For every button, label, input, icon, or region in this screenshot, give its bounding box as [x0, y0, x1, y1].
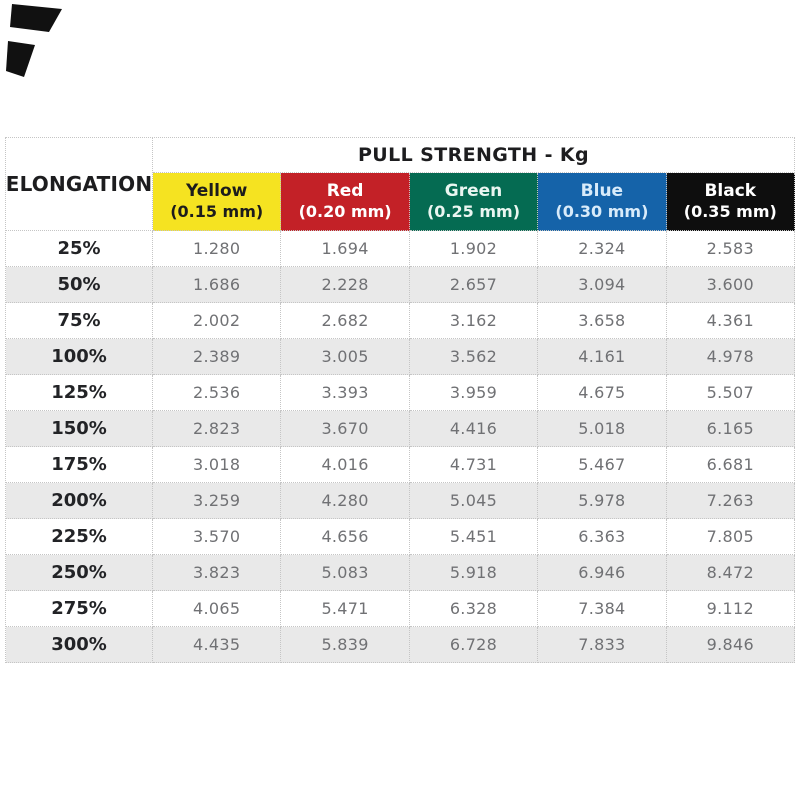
- pull-strength-table: ELONGATION PULL STRENGTH - Kg Yellow (0.…: [5, 137, 795, 663]
- value-cell-yellow: 4.435: [153, 627, 282, 663]
- value-cell-yellow: 2.536: [153, 375, 282, 411]
- value-cell-green: 6.328: [409, 591, 539, 627]
- column-thickness-label: (0.35 mm): [683, 202, 777, 222]
- value-cell-yellow: 1.686: [153, 267, 282, 303]
- column-name-label: Black: [704, 181, 757, 202]
- column-thickness-label: (0.15 mm): [170, 202, 264, 222]
- value-cell-yellow: 4.065: [153, 591, 282, 627]
- value-cell-blue: 3.658: [538, 303, 667, 339]
- column-name-label: Red: [326, 181, 364, 202]
- value-cell-black: 6.165: [666, 411, 795, 447]
- value-cell-black: 7.805: [666, 519, 795, 555]
- value-cell-red: 2.682: [281, 303, 410, 339]
- value-cell-red: 4.280: [281, 483, 410, 519]
- value-cell-yellow: 3.018: [153, 447, 282, 483]
- column-header-red: Red (0.20 mm): [281, 173, 410, 231]
- value-cell-red: 2.228: [281, 267, 410, 303]
- value-cell-black: 4.978: [666, 339, 795, 375]
- column-name-label: Yellow: [186, 181, 248, 202]
- value-cell-green: 6.728: [409, 627, 539, 663]
- value-cell-red: 4.016: [281, 447, 410, 483]
- value-cell-blue: 2.324: [538, 231, 667, 267]
- value-cell-green: 1.902: [409, 231, 539, 267]
- value-cell-green: 5.918: [409, 555, 539, 591]
- elongation-cell: 100%: [6, 339, 153, 375]
- value-cell-black: 9.846: [666, 627, 795, 663]
- value-cell-red: 3.005: [281, 339, 410, 375]
- value-cell-green: 5.451: [409, 519, 539, 555]
- value-cell-yellow: 2.002: [153, 303, 282, 339]
- value-cell-black: 3.600: [666, 267, 795, 303]
- value-cell-black: 5.507: [666, 375, 795, 411]
- value-cell-red: 3.393: [281, 375, 410, 411]
- elongation-cell: 75%: [6, 303, 153, 339]
- value-cell-red: 1.694: [281, 231, 410, 267]
- value-cell-black: 8.472: [666, 555, 795, 591]
- value-cell-yellow: 1.280: [153, 231, 282, 267]
- column-header-black: Black (0.35 mm): [666, 173, 795, 231]
- value-cell-green: 3.162: [409, 303, 539, 339]
- elongation-cell: 125%: [6, 375, 153, 411]
- value-cell-yellow: 3.259: [153, 483, 282, 519]
- value-cell-red: 5.083: [281, 555, 410, 591]
- value-cell-blue: 4.161: [538, 339, 667, 375]
- value-cell-blue: 3.094: [538, 267, 667, 303]
- column-thickness-label: (0.20 mm): [298, 202, 392, 222]
- value-cell-yellow: 3.823: [153, 555, 282, 591]
- elongation-cell: 200%: [6, 483, 153, 519]
- column-thickness-label: (0.25 mm): [426, 202, 520, 222]
- value-cell-green: 4.416: [409, 411, 539, 447]
- elongation-cell: 275%: [6, 591, 153, 627]
- value-cell-black: 9.112: [666, 591, 795, 627]
- value-cell-black: 7.263: [666, 483, 795, 519]
- elongation-cell: 250%: [6, 555, 153, 591]
- column-header-yellow: Yellow (0.15 mm): [153, 173, 282, 231]
- value-cell-blue: 5.978: [538, 483, 667, 519]
- elongation-cell: 225%: [6, 519, 153, 555]
- value-cell-red: 5.471: [281, 591, 410, 627]
- value-cell-red: 5.839: [281, 627, 410, 663]
- value-cell-black: 4.361: [666, 303, 795, 339]
- elongation-cell: 50%: [6, 267, 153, 303]
- corner-ink-marks-icon: [6, 4, 62, 77]
- value-cell-green: 4.731: [409, 447, 539, 483]
- value-cell-red: 3.670: [281, 411, 410, 447]
- value-cell-yellow: 3.570: [153, 519, 282, 555]
- value-cell-red: 4.656: [281, 519, 410, 555]
- value-cell-blue: 6.946: [538, 555, 667, 591]
- column-thickness-label: (0.30 mm): [555, 202, 649, 222]
- column-header-blue: Blue (0.30 mm): [538, 173, 667, 231]
- value-cell-green: 3.959: [409, 375, 539, 411]
- value-cell-green: 2.657: [409, 267, 539, 303]
- value-cell-blue: 7.833: [538, 627, 667, 663]
- value-cell-blue: 7.384: [538, 591, 667, 627]
- elongation-cell: 150%: [6, 411, 153, 447]
- column-header-green: Green (0.25 mm): [409, 173, 539, 231]
- value-cell-black: 6.681: [666, 447, 795, 483]
- column-name-label: Green: [444, 181, 503, 202]
- value-cell-blue: 6.363: [538, 519, 667, 555]
- elongation-header-cell: ELONGATION: [6, 138, 153, 231]
- value-cell-blue: 5.018: [538, 411, 667, 447]
- value-cell-blue: 5.467: [538, 447, 667, 483]
- pull-strength-title: PULL STRENGTH - Kg: [153, 138, 795, 173]
- elongation-cell: 300%: [6, 627, 153, 663]
- value-cell-yellow: 2.823: [153, 411, 282, 447]
- column-name-label: Blue: [580, 181, 624, 202]
- value-cell-green: 3.562: [409, 339, 539, 375]
- value-cell-yellow: 2.389: [153, 339, 282, 375]
- elongation-cell: 175%: [6, 447, 153, 483]
- value-cell-black: 2.583: [666, 231, 795, 267]
- elongation-cell: 25%: [6, 231, 153, 267]
- value-cell-blue: 4.675: [538, 375, 667, 411]
- value-cell-green: 5.045: [409, 483, 539, 519]
